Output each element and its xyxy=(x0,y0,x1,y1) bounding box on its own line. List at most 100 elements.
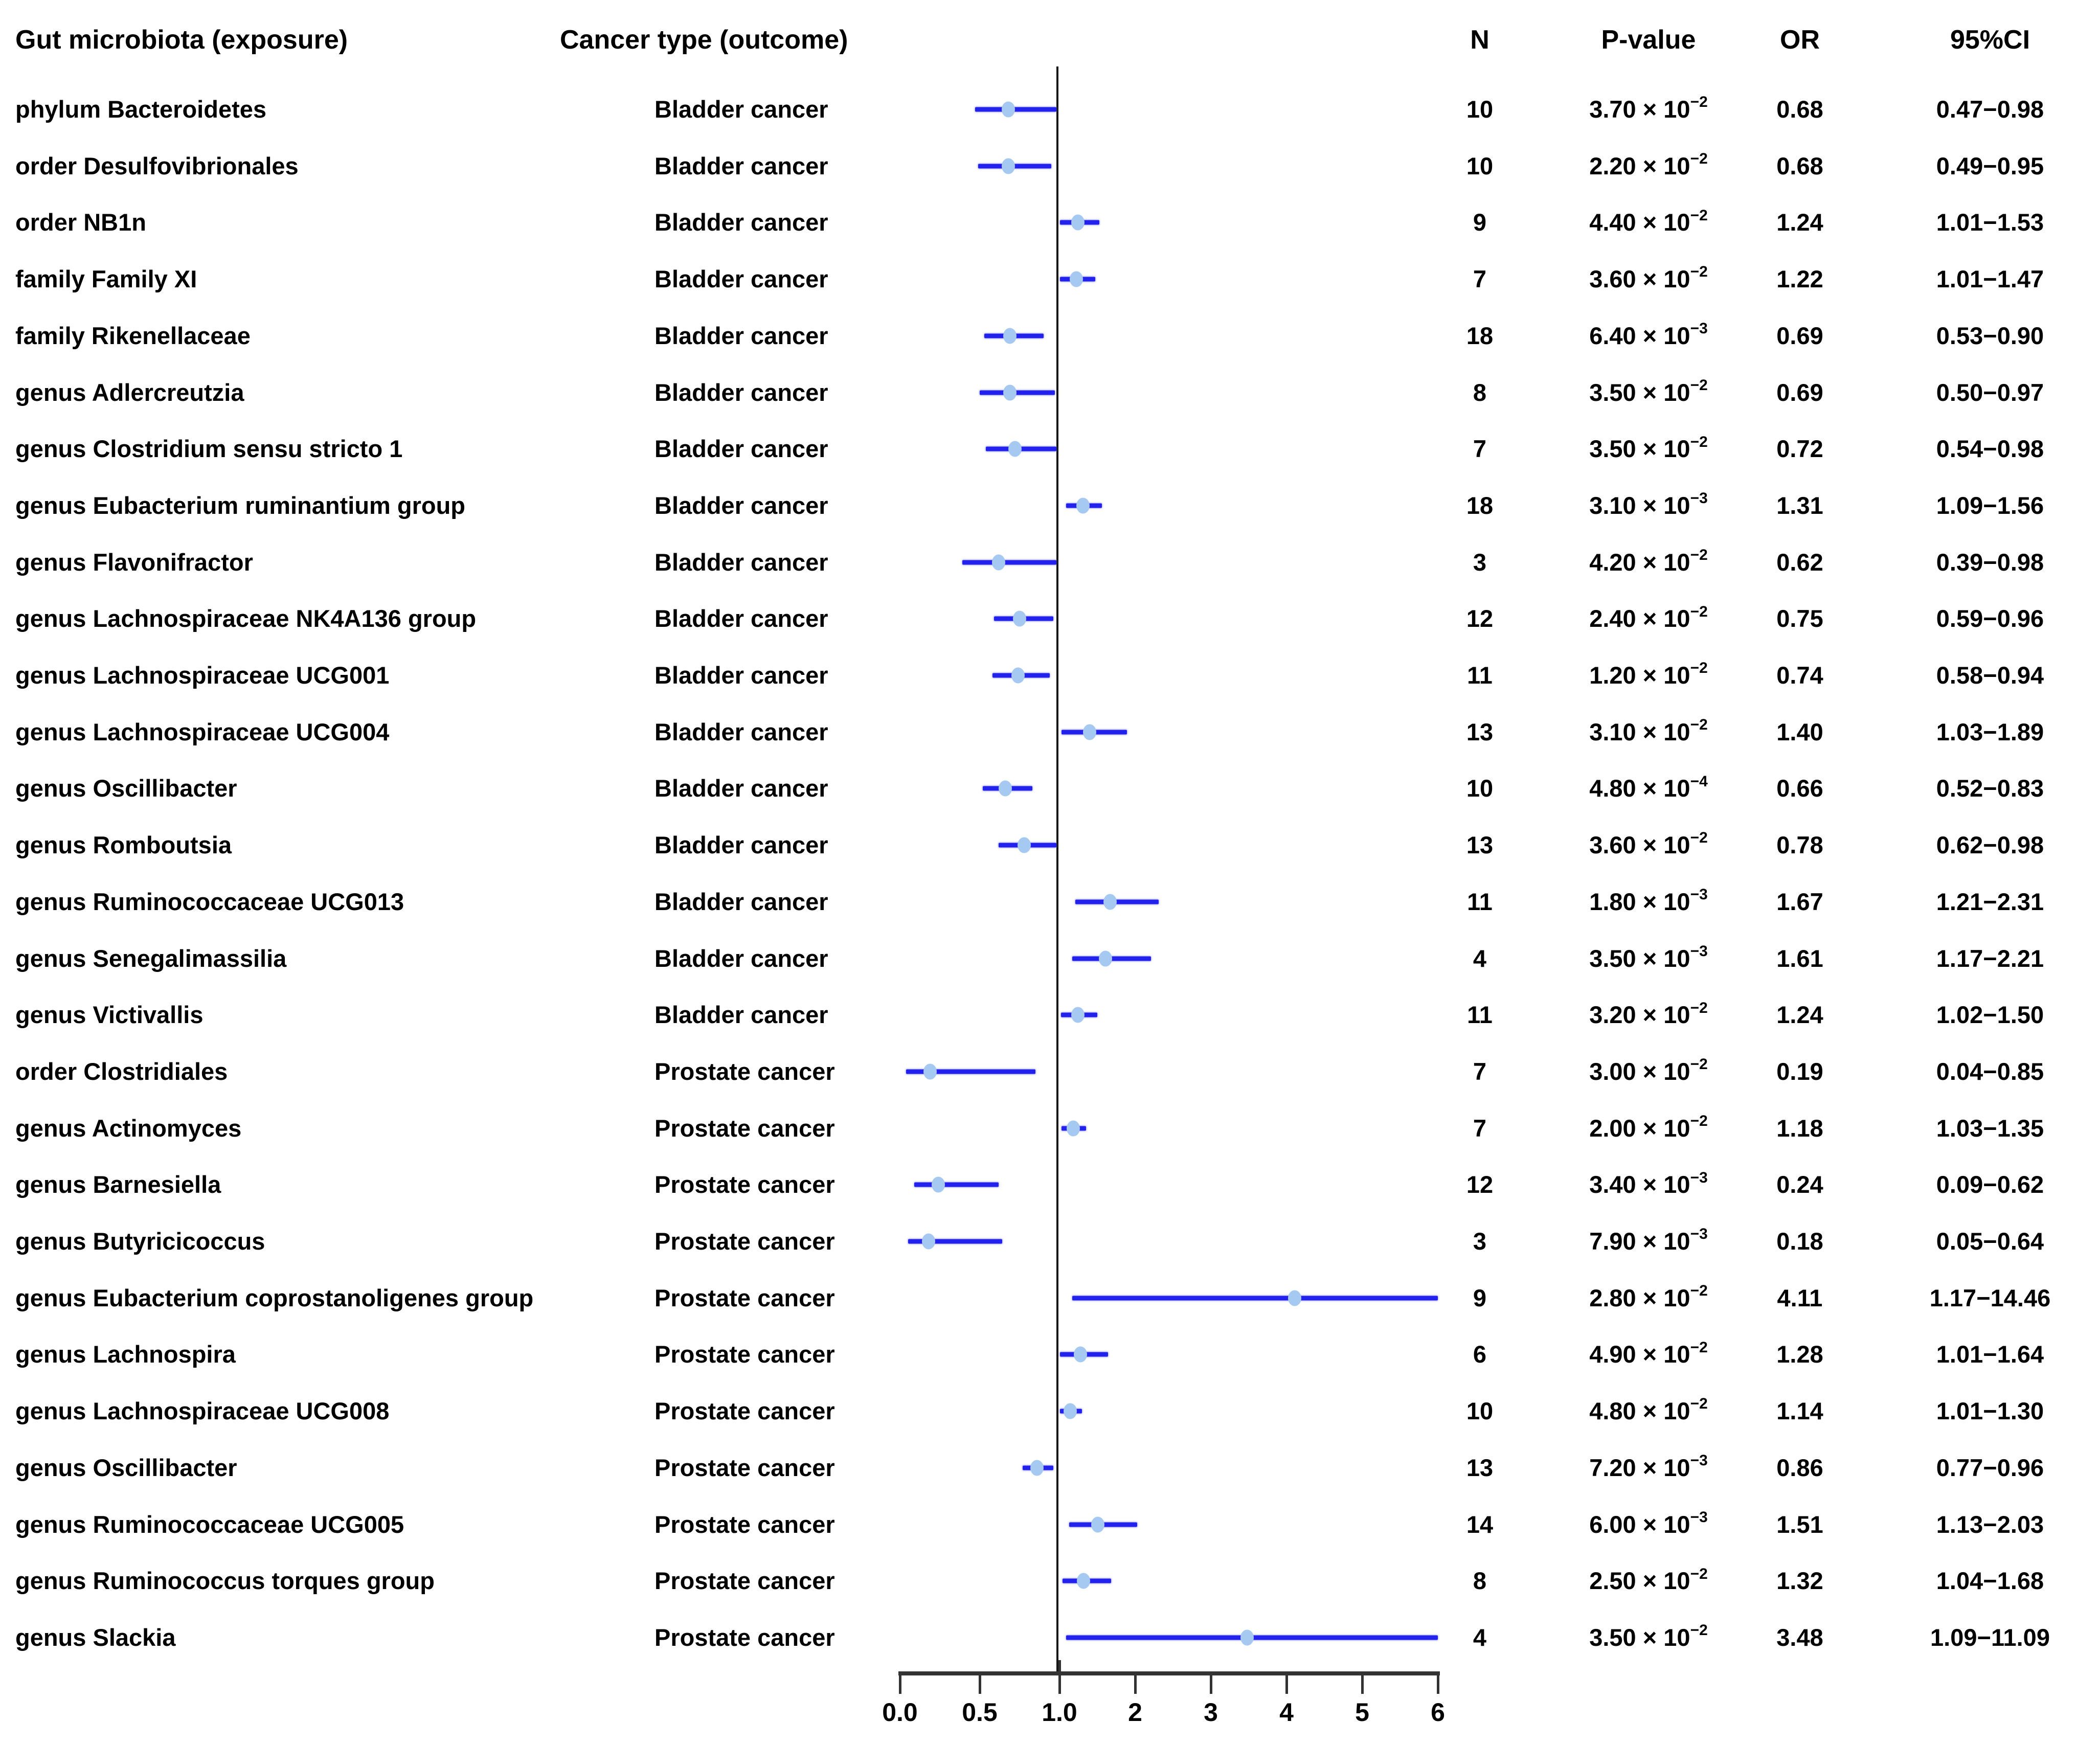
p-exponent: −2 xyxy=(1690,263,1708,281)
x-axis-tick xyxy=(1436,1675,1439,1694)
ci-range: 1.13−2.03 xyxy=(1936,1510,2044,1538)
or-value: 3.48 xyxy=(1776,1623,1823,1651)
outcome-label: Prostate cancer xyxy=(654,1341,835,1368)
or-value: 0.24 xyxy=(1776,1171,1823,1198)
or-value: 0.86 xyxy=(1776,1454,1823,1481)
p-value: 2.20 × 10−2 xyxy=(1516,151,1781,180)
outcome-label: Prostate cancer xyxy=(654,1510,835,1538)
p-value: 3.10 × 10−3 xyxy=(1516,491,1781,519)
x-axis-tick-label: 0.5 xyxy=(962,1698,998,1727)
n-value: 6 xyxy=(1473,1341,1487,1368)
ci-line xyxy=(975,107,1056,112)
exposure-label: genus Lachnospiraceae UCG004 xyxy=(15,718,390,745)
ci-range: 0.62−0.98 xyxy=(1936,831,2044,859)
ci-range: 1.09−1.56 xyxy=(1936,491,2044,519)
ci-line xyxy=(1075,899,1159,904)
p-value: 6.40 × 10−3 xyxy=(1516,321,1781,350)
ci-range: 1.09−11.09 xyxy=(1930,1623,2050,1651)
p-times-ten: × 10 xyxy=(1636,1228,1690,1255)
or-marker xyxy=(1002,101,1015,118)
table-row: genus Butyricicoccus Prostate cancer 3 7… xyxy=(0,1213,2100,1270)
ci-line xyxy=(1072,1296,1438,1301)
p-times-ten: × 10 xyxy=(1636,1057,1690,1085)
exposure-label: genus Lachnospira xyxy=(15,1341,236,1368)
ci-range: 0.47−0.98 xyxy=(1936,96,2044,123)
n-value: 11 xyxy=(1467,662,1493,689)
exposure-label: family Rikenellaceae xyxy=(15,322,251,349)
p-exponent: −3 xyxy=(1690,1169,1708,1186)
ci-range: 1.17−2.21 xyxy=(1936,944,2044,972)
p-exponent: −4 xyxy=(1690,773,1708,790)
p-exponent: −2 xyxy=(1690,1056,1708,1073)
or-value: 1.31 xyxy=(1776,491,1823,519)
p-times-ten: × 10 xyxy=(1636,1284,1690,1311)
or-value: 0.68 xyxy=(1776,152,1823,179)
p-mantissa: 2.00 xyxy=(1589,1114,1636,1142)
column-header-95ci: 95%CI xyxy=(1950,25,2030,55)
n-value: 10 xyxy=(1466,96,1494,123)
n-value: 10 xyxy=(1466,775,1494,802)
or-marker xyxy=(1083,724,1097,740)
ci-range: 1.01−1.47 xyxy=(1936,265,2044,293)
or-value: 0.66 xyxy=(1776,775,1823,802)
p-mantissa: 4.20 xyxy=(1589,548,1636,576)
column-header-or: OR xyxy=(1780,25,1820,55)
or-marker xyxy=(1074,1346,1088,1363)
exposure-label: order NB1n xyxy=(15,209,146,236)
p-value: 3.60 × 10−2 xyxy=(1516,263,1781,293)
table-row: genus Lachnospiraceae UCG008 Prostate ca… xyxy=(0,1383,2100,1439)
table-row: genus Ruminococcaceae UCG013 Bladder can… xyxy=(0,874,2100,930)
p-times-ten: × 10 xyxy=(1636,662,1690,689)
or-marker xyxy=(1002,158,1015,174)
n-value: 13 xyxy=(1466,1454,1494,1481)
p-mantissa: 3.50 xyxy=(1589,435,1636,463)
p-times-ten: × 10 xyxy=(1636,1510,1690,1538)
n-value: 7 xyxy=(1473,435,1487,463)
column-header-p-value: P-value xyxy=(1601,25,1696,55)
outcome-label: Bladder cancer xyxy=(654,1001,828,1029)
column-header-n: N xyxy=(1470,25,1489,55)
table-row: order NB1n Bladder cancer 9 4.40 × 10−2 … xyxy=(0,194,2100,251)
exposure-label: genus Senegalimassilia xyxy=(15,944,287,972)
exposure-label: genus Lachnospiraceae NK4A136 group xyxy=(15,605,477,632)
or-marker xyxy=(1008,441,1022,457)
p-mantissa: 2.80 xyxy=(1589,1284,1636,1311)
p-mantissa: 6.00 xyxy=(1589,1510,1636,1538)
n-value: 13 xyxy=(1466,831,1494,859)
outcome-label: Prostate cancer xyxy=(654,1623,835,1651)
ci-range: 0.59−0.96 xyxy=(1936,605,2044,632)
outcome-label: Prostate cancer xyxy=(654,1454,835,1481)
outcome-label: Bladder cancer xyxy=(654,152,828,179)
outcome-label: Bladder cancer xyxy=(654,605,828,632)
table-row: genus Romboutsia Bladder cancer 13 3.60 … xyxy=(0,817,2100,873)
p-mantissa: 3.20 xyxy=(1589,1001,1636,1029)
ci-range: 0.04−0.85 xyxy=(1936,1057,2044,1085)
or-marker xyxy=(1091,1516,1105,1532)
x-axis-tick-label: 5 xyxy=(1355,1698,1369,1727)
ci-range: 0.39−0.98 xyxy=(1936,548,2044,576)
ci-range: 1.01−1.53 xyxy=(1936,209,2044,236)
p-value: 7.20 × 10−3 xyxy=(1516,1452,1781,1482)
p-times-ten: × 10 xyxy=(1636,548,1690,576)
p-exponent: −3 xyxy=(1690,1508,1708,1526)
outcome-label: Prostate cancer xyxy=(654,1397,835,1425)
table-row: genus Victivallis Bladder cancer 11 3.20… xyxy=(0,987,2100,1043)
table-row: order Clostridiales Prostate cancer 7 3.… xyxy=(0,1044,2100,1100)
or-value: 1.32 xyxy=(1776,1567,1823,1595)
p-exponent: −3 xyxy=(1690,1452,1708,1469)
table-row: genus Slackia Prostate cancer 4 3.50 × 1… xyxy=(0,1610,2100,1666)
exposure-label: genus Victivallis xyxy=(15,1001,204,1029)
p-mantissa: 4.80 xyxy=(1589,1397,1636,1425)
p-value: 4.40 × 10−2 xyxy=(1516,208,1781,236)
p-exponent: −2 xyxy=(1690,1282,1708,1300)
or-marker xyxy=(1011,667,1025,684)
p-times-ten: × 10 xyxy=(1636,1114,1690,1142)
n-value: 10 xyxy=(1466,152,1494,179)
ci-range: 0.52−0.83 xyxy=(1936,775,2044,802)
n-value: 3 xyxy=(1473,1228,1487,1255)
p-times-ten: × 10 xyxy=(1636,1397,1690,1425)
n-value: 14 xyxy=(1466,1510,1494,1538)
table-row: genus Lachnospira Prostate cancer 6 4.90… xyxy=(0,1326,2100,1383)
p-times-ten: × 10 xyxy=(1636,322,1690,349)
or-value: 0.78 xyxy=(1776,831,1823,859)
